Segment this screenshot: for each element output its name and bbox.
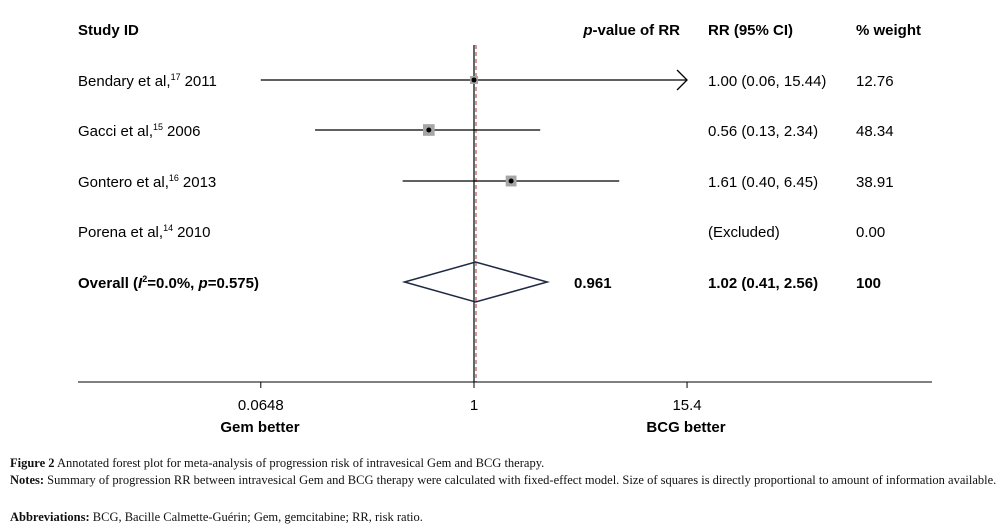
study-label: Gontero et al,16 2013 — [78, 173, 216, 191]
weight-value: 12.76 — [856, 73, 894, 90]
rr-ci-value: 0.56 (0.13, 2.34) — [708, 123, 818, 140]
forest-plot: Study ID p-value of RR RR (95% CI) % wei… — [78, 22, 932, 436]
weight-value: 48.34 — [856, 123, 894, 140]
favours-right-label: BCG better — [646, 419, 725, 436]
study-label: Gacci et al,15 2006 — [78, 122, 200, 140]
ci-arrow — [676, 69, 688, 91]
header-pvalue: p-value of RR — [582, 22, 680, 39]
header-study-id: Study ID — [78, 22, 139, 39]
rr-ci-value: 1.61 (0.40, 6.45) — [708, 174, 818, 191]
header-weight: % weight — [856, 22, 921, 39]
overall-row: Overall (I2=0.0%, p=0.575) 0.961 1.02 (0.4… — [78, 261, 881, 303]
point-estimate — [426, 127, 432, 133]
overall-rr-ci: 1.02 (0.41, 2.56) — [708, 275, 818, 292]
rr-ci-value: (Excluded) — [708, 224, 780, 241]
figure-caption: Figure 2 Annotated forest plot for meta-… — [10, 456, 545, 470]
overall-weight: 100 — [856, 275, 881, 292]
study-row: Gacci et al,15 2006 0.56 (0.13, 2.34) 48.34 — [78, 122, 894, 140]
point-estimate — [508, 178, 514, 184]
x-tick-label: 15.4 — [672, 397, 701, 414]
study-label: Bendary et al,17 2011 — [78, 72, 217, 90]
rr-ci-value: 1.00 (0.06, 15.44) — [708, 73, 826, 90]
x-tick-label: 0.0648 — [238, 397, 284, 414]
header-rr: RR (95% CI) — [708, 22, 793, 39]
overall-diamond — [401, 261, 551, 303]
x-tick-label: 1 — [470, 397, 478, 414]
weight-value: 38.91 — [856, 174, 894, 191]
study-label: Porena et al,14 2010 — [78, 223, 210, 241]
overall-pvalue: 0.961 — [574, 275, 612, 292]
point-estimate — [471, 77, 477, 83]
overall-label: Overall (I2=0.0%, p=0.575) — [78, 274, 259, 292]
study-row: Porena et al,14 2010 (Excluded) 0.00 — [78, 223, 885, 241]
favours-left-label: Gem better — [220, 419, 299, 436]
figure-notes: Notes: Summary of progression RR between… — [10, 473, 997, 487]
study-row: Bendary et al,17 2011 1.00 (0.06, 15.44) 12… — [78, 69, 894, 91]
study-row: Gontero et al,16 2013 1.61 (0.40, 6.45) 38.… — [78, 173, 894, 191]
figure-abbreviations: Abbreviations: BCG, Bacille Calmette-Gué… — [10, 510, 423, 524]
weight-value: 0.00 — [856, 224, 885, 241]
